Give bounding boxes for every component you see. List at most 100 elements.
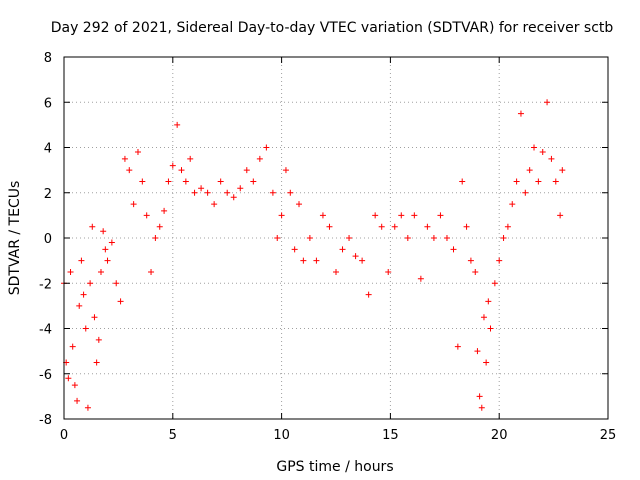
data-point [191, 189, 198, 196]
data-point [100, 228, 107, 235]
grid-lines [64, 57, 608, 419]
data-point [217, 178, 224, 185]
data-point [148, 268, 155, 275]
data-point [178, 167, 185, 174]
data-point [404, 235, 411, 241]
data-point [121, 155, 128, 162]
data-point [513, 178, 520, 185]
x-tick-label: 25 [600, 428, 617, 443]
data-point [156, 223, 163, 230]
data-point [84, 404, 91, 411]
data-point [67, 268, 74, 275]
data-point [204, 189, 211, 196]
data-point [531, 144, 538, 151]
data-point [496, 257, 503, 264]
data-point [74, 397, 81, 404]
data-point [287, 189, 294, 196]
data-point [256, 155, 263, 162]
data-point [443, 235, 450, 241]
x-tick-label: 10 [273, 428, 290, 443]
y-tick-label: -6 [39, 368, 52, 383]
data-point [243, 167, 250, 174]
x-tick-label: 5 [169, 428, 177, 443]
data-point [291, 246, 298, 253]
data-point [87, 280, 94, 287]
data-point [182, 178, 189, 185]
data-point [78, 257, 85, 264]
data-point [365, 291, 372, 298]
data-point [263, 144, 270, 151]
data-point [165, 178, 172, 185]
x-tick-label: 20 [491, 428, 508, 443]
y-tick-labels: -8 -6 -4 -2 0 2 4 6 8 [39, 51, 52, 428]
data-point [174, 121, 181, 128]
data-point [372, 212, 379, 219]
data-point [278, 212, 285, 219]
data-point [359, 257, 366, 264]
data-point [430, 235, 437, 241]
data-point [509, 201, 516, 208]
y-axis-label: SDTVAR / TECUs [7, 181, 23, 296]
data-point [463, 223, 470, 230]
data-point [333, 268, 339, 275]
data-point [522, 189, 529, 196]
data-point [126, 167, 133, 174]
data-point [480, 314, 487, 321]
data-point [139, 178, 146, 185]
data-point [385, 268, 392, 275]
data-point [352, 253, 359, 260]
data-point [296, 201, 303, 208]
data-point [491, 280, 498, 287]
data-point [313, 257, 320, 264]
data-point [544, 99, 551, 106]
data-point [250, 178, 257, 185]
data-point [485, 298, 492, 305]
data-point [300, 257, 307, 264]
data-point [319, 212, 326, 219]
data-point [474, 348, 481, 355]
data-point [526, 167, 533, 174]
data-point [230, 194, 237, 201]
data-point [134, 149, 141, 156]
y-tick-label: -4 [39, 323, 52, 338]
x-tick-label: 15 [382, 428, 399, 443]
data-point [198, 185, 205, 192]
y-tick-label: -8 [39, 413, 52, 428]
data-point [76, 302, 83, 309]
data-point [398, 212, 405, 219]
data-point [89, 223, 96, 230]
data-point [476, 393, 483, 400]
data-point [224, 189, 231, 196]
data-point [161, 207, 168, 214]
data-point [478, 404, 485, 411]
data-point [552, 178, 559, 185]
data-point [237, 185, 244, 192]
data-point [339, 246, 346, 253]
data-point [424, 223, 431, 230]
data-point [97, 268, 104, 275]
data-point [306, 235, 313, 241]
data-point [539, 149, 546, 156]
data-point [483, 359, 490, 366]
data-point [108, 239, 115, 246]
data-point [143, 212, 150, 219]
data-point [459, 178, 466, 185]
data-point [548, 155, 555, 162]
data-point [391, 223, 398, 230]
axis-ticks [63, 56, 609, 420]
data-point [69, 343, 76, 350]
data-point [102, 246, 109, 253]
data-point [559, 167, 566, 174]
data-point [152, 235, 159, 241]
data-point [269, 189, 276, 196]
data-point [274, 235, 281, 241]
x-axis-label: GPS time / hours [276, 459, 393, 475]
data-point [517, 110, 524, 117]
data-point [130, 201, 137, 208]
data-point [500, 235, 507, 241]
data-point [557, 212, 564, 219]
data-point [113, 280, 120, 287]
data-point [326, 223, 333, 230]
y-tick-label: 4 [44, 142, 52, 157]
data-point [378, 223, 385, 230]
